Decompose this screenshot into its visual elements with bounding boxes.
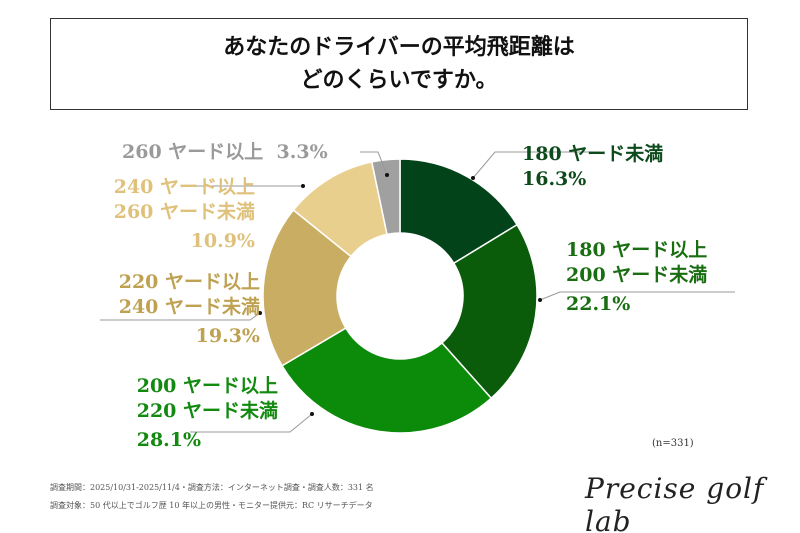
leader-dot bbox=[258, 311, 262, 315]
label-220-240: 220 ヤード以上 240 ヤード未満 19.3% bbox=[118, 271, 260, 347]
leader-line bbox=[190, 413, 313, 433]
brand-logo: Precise golf lab bbox=[585, 472, 765, 533]
title-line-2: どのくらいですか。 bbox=[300, 67, 498, 93]
label-200-220: 200 ヤード以上 220 ヤード未満 28.1% bbox=[136, 375, 278, 451]
label-260-over: 260 ヤード以上 3.3% bbox=[122, 141, 328, 163]
survey-note-1: 調査期間：2025/10/31-2025/11/4・調査方法：インターネット調査… bbox=[50, 483, 374, 492]
leader-line bbox=[472, 151, 600, 179]
donut-slice bbox=[440, 223, 538, 400]
leader-line bbox=[360, 151, 388, 176]
leader-line bbox=[100, 312, 261, 321]
donut-slice bbox=[281, 327, 493, 434]
leader-dot bbox=[385, 173, 389, 177]
leader-dot bbox=[310, 412, 314, 416]
donut-slice bbox=[262, 208, 353, 367]
title-line-1: あなたのドライバーの平均飛距離は bbox=[223, 34, 575, 60]
label-240-260: 240 ヤード以上 260 ヤード未満 10.9% bbox=[113, 176, 255, 252]
survey-note-2: 調査対象：50 代以上でゴルフ歴 10 年以上の男性・モニター提供元：RC リサ… bbox=[50, 501, 373, 510]
leader-dot bbox=[471, 176, 475, 180]
sample-size: (n=331) bbox=[652, 438, 694, 449]
donut-slice bbox=[399, 158, 519, 265]
title-box: あなたのドライバーの平均飛距離は どのくらいですか。 bbox=[50, 18, 748, 110]
label-180-under: 180 ヤード未満 16.3% bbox=[522, 143, 664, 190]
leader-dot bbox=[538, 298, 542, 302]
leader-line bbox=[539, 291, 735, 301]
label-180-200: 180 ヤード以上 200 ヤード未満 22.1% bbox=[566, 239, 708, 315]
leader-dot bbox=[301, 184, 305, 188]
